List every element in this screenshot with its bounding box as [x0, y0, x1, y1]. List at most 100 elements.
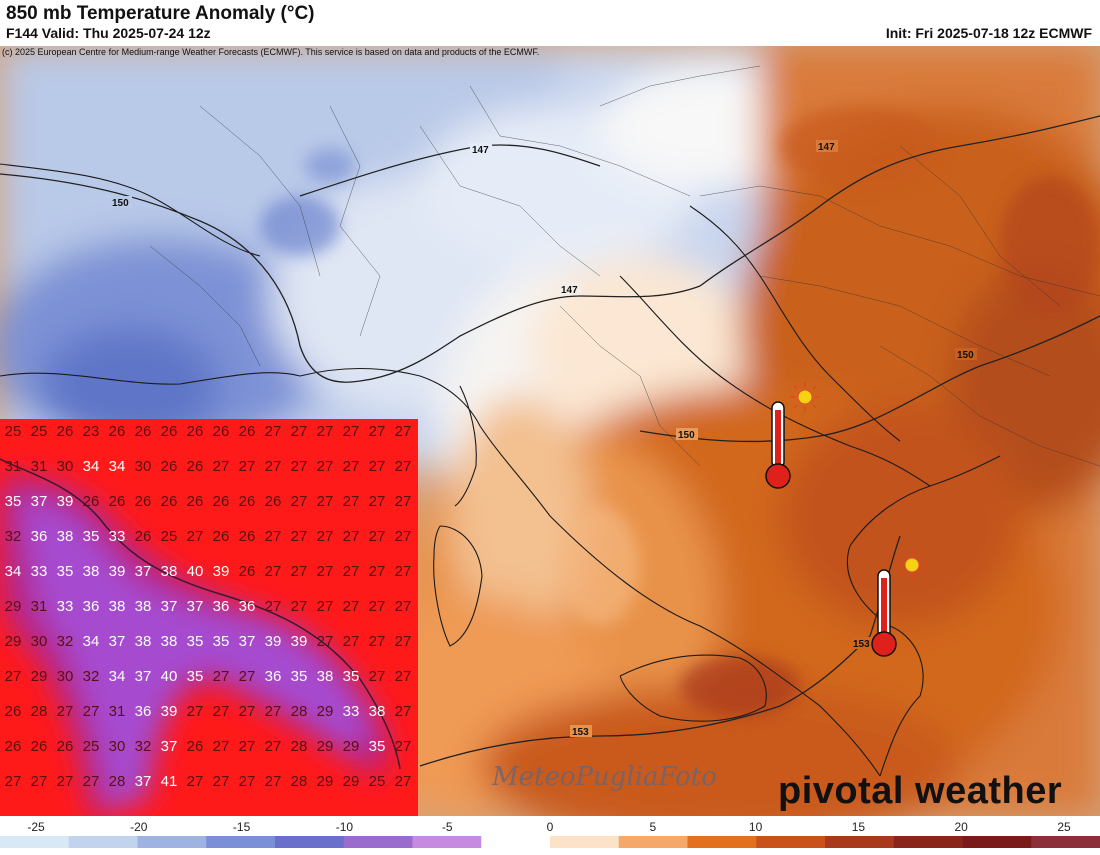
inset-value: 38: [108, 598, 126, 615]
inset-value: 34: [108, 458, 126, 475]
inset-value: 26: [264, 493, 282, 510]
colorbar-swatch: [962, 836, 1033, 848]
contour-label: 153: [572, 727, 589, 738]
inset-row: 35 37 39 26 26 26 26 26 26 26 26 27 27 27 27 27: [0, 493, 418, 523]
inset-value: 27: [290, 493, 308, 510]
inset-value: 26: [238, 493, 256, 510]
inset-value: 36: [238, 598, 256, 615]
inset-value: 39: [160, 703, 178, 720]
inset-value: 27: [238, 458, 256, 475]
inset-value: 26: [134, 528, 152, 545]
inset-value: 27: [368, 563, 386, 580]
inset-value: 29: [316, 703, 334, 720]
inset-value: 31: [4, 458, 22, 475]
inset-value: 37: [160, 598, 178, 615]
inset-value: 26: [82, 493, 100, 510]
inset-row: 31 31 30 34 34 30 26 26 27 27 27 27 27 27 27 27: [0, 458, 418, 488]
inset-value: 37: [134, 773, 152, 790]
inset-value: 38: [56, 528, 74, 545]
inset-heat-blob: [0, 458, 401, 818]
inset-row: 27 27 27 27 28 37 41 27 27 27 27 28 29 29 25 27: [0, 773, 418, 803]
contour-label: 147: [561, 285, 578, 296]
inset-value: 39: [212, 563, 230, 580]
inset-value: 27: [342, 563, 360, 580]
inset-value: 27: [264, 563, 282, 580]
inset-value: 35: [186, 668, 204, 685]
colorbar-ticks: -25 -20 -15 -10 -5 0 5 10 15 20 25: [0, 820, 1100, 834]
colorbar-swatch: [1031, 836, 1100, 848]
inset-value: 26: [4, 738, 22, 755]
inset-value: 27: [316, 458, 334, 475]
inset-value: 28: [30, 703, 48, 720]
contour-label: 147: [472, 145, 489, 156]
thermometer-icon: [871, 569, 897, 657]
inset-value: 35: [82, 528, 100, 545]
inset-value: 35: [290, 668, 308, 685]
colorbar-swatch: [618, 836, 689, 848]
inset-value: 27: [264, 458, 282, 475]
colorbar-swatch: [206, 836, 276, 848]
colorbar-swatch: [687, 836, 758, 848]
inset-value: 27: [212, 703, 230, 720]
inset-value: 37: [186, 598, 204, 615]
colorbar-tick-label: -10: [335, 820, 354, 834]
inset-row: 34 33 35 38 39 37 38 40 39 26 27 27 27 27 27 27: [0, 563, 418, 593]
inset-value: 27: [4, 773, 22, 790]
inset-value: 26: [238, 563, 256, 580]
inset-value: 27: [368, 598, 386, 615]
inset-value: 23: [82, 423, 100, 440]
inset-value: 37: [160, 738, 178, 755]
inset-value: 36: [212, 598, 230, 615]
colorbar-swatch: [893, 836, 964, 848]
inset-value: 30: [56, 668, 74, 685]
colorbar-scale: [0, 836, 1100, 848]
inset-value: 36: [82, 598, 100, 615]
inset-value: 27: [186, 773, 204, 790]
colorbar-swatch: [481, 836, 551, 848]
inset-value: 29: [342, 738, 360, 755]
inset-value: 40: [186, 563, 204, 580]
inset-value: 27: [290, 528, 308, 545]
colorbar-swatch: [412, 836, 483, 848]
inset-value: 26: [160, 458, 178, 475]
inset-value: 27: [342, 598, 360, 615]
colorbar-swatch: [825, 836, 895, 848]
inset-value: 28: [108, 773, 126, 790]
inset-value: 27: [264, 528, 282, 545]
inset-value: 32: [82, 668, 100, 685]
map-canvas: 147 147 150 147 150 150 153 153: [0, 46, 1100, 816]
inset-value: 31: [30, 598, 48, 615]
inset-value: 34: [4, 563, 22, 580]
colorbar-tick-label: -20: [130, 820, 148, 834]
inset-value: 27: [342, 493, 360, 510]
inset-value: 37: [134, 668, 152, 685]
inset-value: 25: [30, 423, 48, 440]
inset-value: 26: [186, 458, 204, 475]
inset-value: 26: [186, 738, 204, 755]
contour-label: 153: [853, 639, 870, 650]
inset-value: 28: [290, 773, 308, 790]
inset-value: 31: [108, 703, 126, 720]
inset-value: 29: [342, 773, 360, 790]
inset-value: 35: [56, 563, 74, 580]
inset-value: 36: [134, 703, 152, 720]
inset-value: 27: [394, 633, 412, 650]
inset-value: 39: [108, 563, 126, 580]
inset-value: 27: [342, 633, 360, 650]
anomaly-map: 147 147 150 147 150 150 153 153: [0, 46, 1100, 816]
inset-value: 27: [212, 668, 230, 685]
inset-row: 26 26 26 25 30 32 37 26 27 27 27 28 29 29 35 27: [0, 738, 418, 768]
inset-value: 26: [134, 423, 152, 440]
inset-value: 26: [212, 528, 230, 545]
colorbar-swatch: [756, 836, 826, 848]
inset-value: 27: [368, 633, 386, 650]
inset-value: 27: [316, 633, 334, 650]
init-time: Init: Fri 2025-07-18 12z ECMWF: [885, 25, 1092, 41]
inset-value: 27: [212, 458, 230, 475]
inset-value: 26: [4, 703, 22, 720]
inset-value: 27: [368, 668, 386, 685]
colorbar-tick-label: 15: [851, 820, 866, 834]
signature-watermark: MeteoPugliaFoto: [492, 762, 717, 792]
header: 850 mb Temperature Anomaly (°C) F144 Val…: [0, 0, 1100, 46]
inset-value: 38: [134, 598, 152, 615]
